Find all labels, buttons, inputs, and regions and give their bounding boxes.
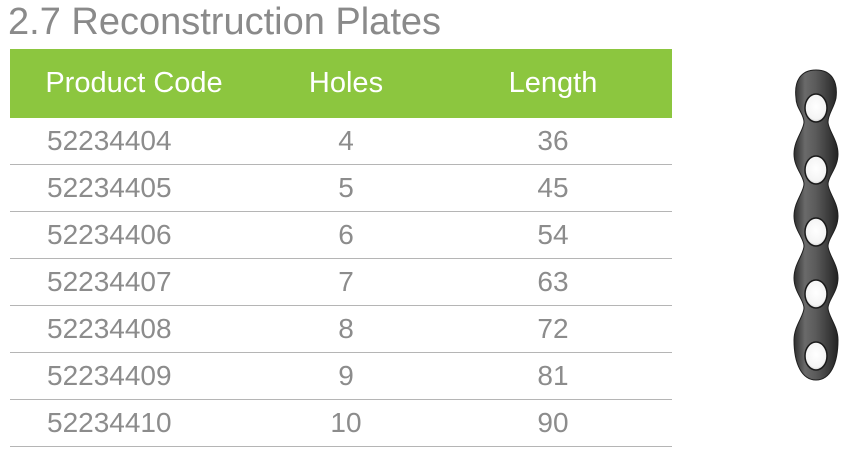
product-code-cell: 52234407 — [10, 258, 258, 306]
plate-hole — [804, 341, 828, 371]
length-cell: 36 — [434, 118, 672, 165]
length-cell: 63 — [434, 258, 672, 306]
column-header-holes: Holes — [308, 67, 384, 99]
holes-cell: 7 — [258, 258, 434, 306]
plate-hole — [804, 155, 828, 185]
product-spec-table: Product Code Holes Length 52234404 4 36 … — [10, 49, 672, 447]
length-cell: 90 — [434, 399, 672, 447]
holes-cell: 6 — [258, 211, 434, 259]
product-code-cell: 52234410 — [10, 399, 258, 447]
table-row: 52234409 9 81 — [10, 352, 672, 400]
length-cell: 81 — [434, 352, 672, 400]
plate-hole — [804, 93, 828, 123]
page-title: 2.7 Reconstruction Plates — [8, 1, 442, 43]
length-cell: 45 — [434, 164, 672, 212]
holes-cell: 10 — [258, 399, 434, 447]
holes-cell: 9 — [258, 352, 434, 400]
plate-hole — [804, 279, 828, 309]
reconstruction-plate-icon — [793, 69, 839, 381]
length-cell: 54 — [434, 211, 672, 259]
table-row: 52234407 7 63 — [10, 258, 672, 306]
table-row: 52234404 4 36 — [10, 118, 672, 165]
table-row: 52234408 8 72 — [10, 305, 672, 353]
table-row: 52234410 10 90 — [10, 399, 672, 447]
holes-cell: 4 — [258, 118, 434, 165]
table-header-row: Product Code Holes Length — [10, 49, 672, 118]
product-code-cell: 52234404 — [10, 118, 258, 165]
holes-cell: 8 — [258, 305, 434, 353]
column-header-product-code: Product Code — [45, 67, 223, 99]
length-cell: 72 — [434, 305, 672, 353]
table-row: 52234406 6 54 — [10, 211, 672, 259]
column-header-length: Length — [508, 67, 598, 99]
plate-hole — [804, 217, 828, 247]
product-code-cell: 52234406 — [10, 211, 258, 259]
holes-cell: 5 — [258, 164, 434, 212]
product-code-cell: 52234405 — [10, 164, 258, 212]
product-code-cell: 52234409 — [10, 352, 258, 400]
table-row: 52234405 5 45 — [10, 164, 672, 212]
product-code-cell: 52234408 — [10, 305, 258, 353]
